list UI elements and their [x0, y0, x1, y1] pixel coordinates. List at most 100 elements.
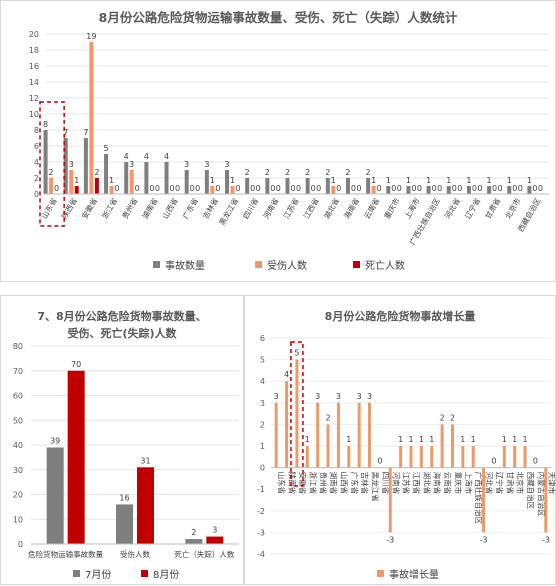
- data-label: 2: [345, 168, 350, 177]
- data-label: 1: [523, 435, 528, 444]
- data-label: 1: [210, 176, 215, 185]
- data-label: 5: [294, 349, 299, 358]
- bar: [285, 178, 290, 194]
- data-label: 2: [325, 168, 330, 177]
- data-label: 7: [83, 128, 88, 137]
- bar: [74, 186, 79, 194]
- category-label: 江西省: [301, 196, 321, 221]
- bar: [109, 186, 114, 194]
- y-tick-label: 3: [260, 399, 265, 408]
- y-tick-label: 6: [260, 334, 265, 343]
- data-label: 2: [440, 413, 445, 422]
- bar: [225, 170, 230, 194]
- bar: [388, 467, 392, 533]
- legend-swatch: [353, 261, 360, 268]
- bar: [371, 186, 376, 194]
- bar: [471, 446, 475, 468]
- y-tick-label: 4: [260, 377, 265, 386]
- highlight-box: [290, 341, 304, 487]
- chart-title: 8月份公路危险货物事故增长量: [324, 310, 476, 323]
- data-label: 3: [212, 526, 217, 535]
- data-label: 1: [460, 435, 465, 444]
- bar: [366, 178, 371, 194]
- data-label: 0: [518, 184, 523, 193]
- data-label: 0: [432, 184, 437, 193]
- category-label: 黑龙江省: [217, 196, 241, 227]
- growth-chart: -4-3-2-101234563山东省4陕西省5安徽省1浙江省3贵州省2湖南省3…: [257, 334, 556, 559]
- data-label: 39: [50, 436, 60, 445]
- bar: [274, 402, 278, 468]
- data-label: 0: [492, 184, 497, 193]
- data-label: 1: [230, 176, 235, 185]
- data-label: 3: [367, 392, 372, 401]
- category-label: 辽宁省: [495, 472, 505, 495]
- july-august-chart: 0 10 20 30 40 50 60 70 80 39 70 危险货物运输事故数量 16 31 受伤人数 2…: [13, 342, 239, 559]
- bar: [129, 170, 134, 194]
- data-label: 3: [336, 392, 341, 401]
- data-label: 4: [164, 152, 169, 161]
- y-tick-label: 80: [13, 342, 23, 351]
- data-label: 0: [452, 184, 457, 193]
- data-label: 0: [397, 184, 402, 193]
- bar: [67, 370, 85, 544]
- data-label: 3: [315, 392, 320, 401]
- legend-label: 8月份: [153, 570, 180, 581]
- y-tick-label: -2: [257, 507, 265, 516]
- data-label: 2: [245, 168, 250, 177]
- category-label: 上海市: [464, 472, 474, 495]
- data-label: 1: [371, 176, 376, 185]
- category-label: 陕西省: [59, 196, 79, 221]
- category-label: 死亡（失踪）人数: [174, 549, 234, 559]
- data-label: 0: [491, 457, 496, 466]
- data-label: 7: [63, 128, 68, 137]
- chart-panel-growth: 8月份公路危险货物事故增长量 -4 -3 -2 -1 0 1 2 3 4 5 6 3 山东省 4 陕西省 5 安…: [244, 295, 556, 585]
- data-label: -3: [386, 535, 394, 544]
- y-tick-label: 12: [29, 94, 39, 103]
- data-label: 2: [305, 168, 310, 177]
- y-tick-label: -3: [257, 528, 265, 537]
- y-tick-label: -4: [257, 550, 265, 559]
- legend-label: 死亡人数: [365, 261, 405, 272]
- data-label: 0: [135, 184, 140, 193]
- y-tick-label: 14: [29, 78, 39, 87]
- bar: [331, 186, 336, 194]
- bar: [94, 178, 99, 194]
- bar: [69, 170, 74, 194]
- bar: [206, 536, 224, 544]
- data-label: 0: [472, 184, 477, 193]
- data-label: 1: [487, 176, 492, 185]
- legend-label: 受伤人数: [267, 261, 307, 272]
- bar: [345, 178, 350, 194]
- bar: [487, 186, 492, 194]
- category-label: 上海市: [402, 196, 422, 221]
- data-label: 0: [377, 457, 382, 466]
- province-stats-chart: 02468101214161820820山东省731陕西省7192安徽省510浙…: [29, 30, 549, 246]
- data-label: 0: [296, 184, 301, 193]
- y-tick-label: 10: [13, 515, 23, 524]
- bar: [527, 186, 532, 194]
- legend-item-accident: 事故数量: [153, 257, 205, 272]
- y-tick-label: 40: [13, 441, 23, 450]
- data-label: 4: [144, 152, 149, 161]
- legend-item-dead: 死亡人数: [353, 257, 405, 272]
- data-label: 0: [276, 184, 281, 193]
- legend-swatch: [141, 570, 148, 577]
- category-label: 陕西省: [288, 472, 298, 495]
- data-label: 0: [175, 184, 180, 193]
- bar: [116, 504, 133, 544]
- data-label: 2: [191, 528, 196, 537]
- data-label: 1: [507, 176, 512, 185]
- data-label: 1: [426, 176, 431, 185]
- data-label: 0: [195, 184, 200, 193]
- bar: [440, 424, 444, 468]
- bar: [461, 446, 465, 468]
- category-label: 山西省: [339, 472, 349, 495]
- y-tick-label: 30: [13, 466, 23, 475]
- data-label: 0: [270, 184, 275, 193]
- data-label: 0: [457, 184, 462, 193]
- chart-panel-july-august: 7、8月份公路危险货物事故数量、受伤、死亡(失踪)人数 0 10 20 30 40 50 6…: [0, 295, 244, 585]
- data-label: 0: [477, 184, 482, 193]
- data-label: 0: [290, 184, 295, 193]
- data-label: 16: [119, 493, 129, 502]
- data-label: 4: [284, 370, 289, 379]
